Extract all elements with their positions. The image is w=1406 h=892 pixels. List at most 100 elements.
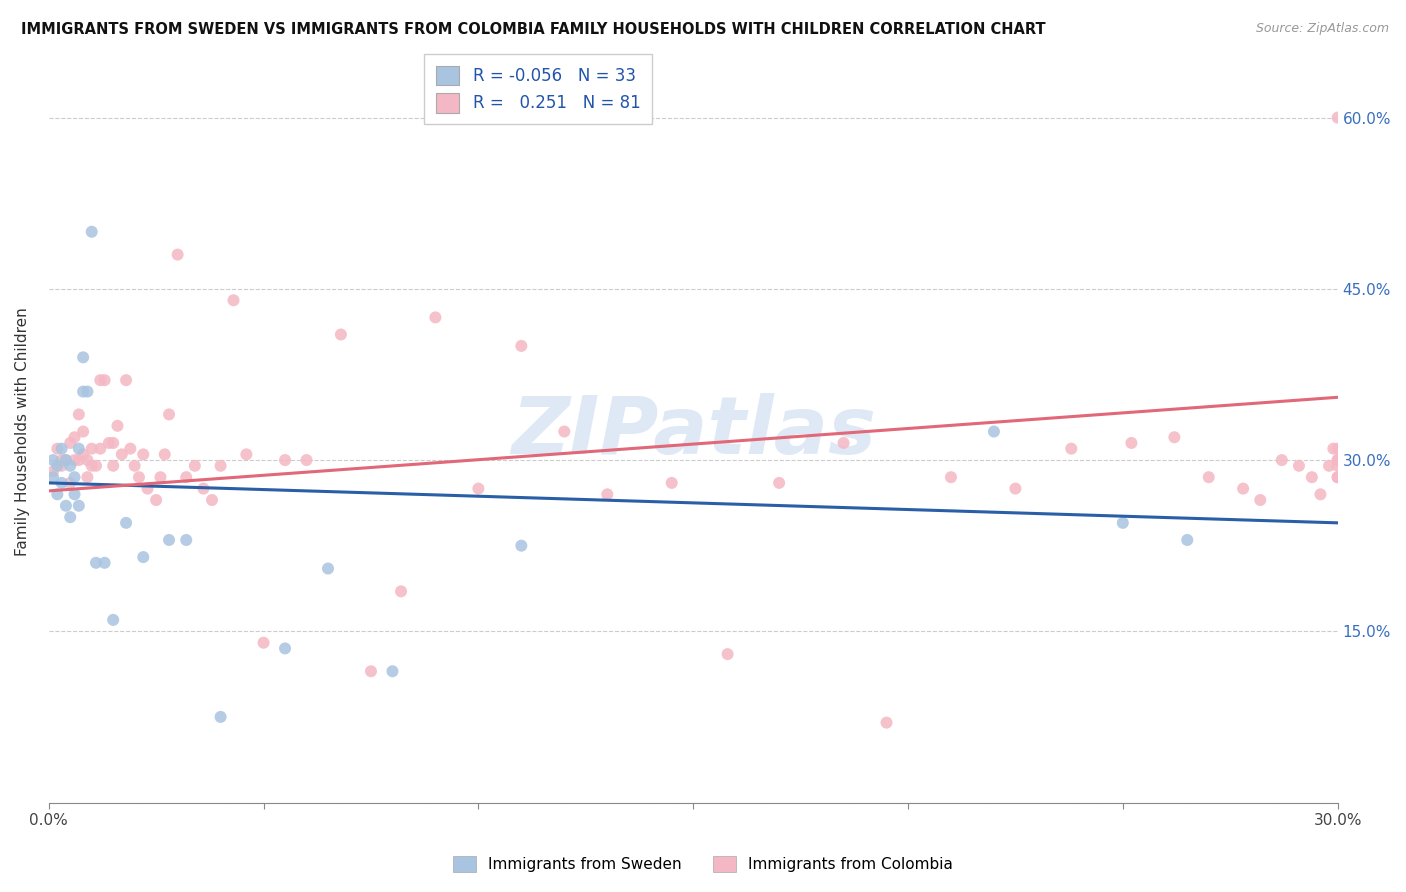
Point [59,458,82,473]
Point [76,453,98,467]
Point [93,373,115,387]
Point [103,613,125,627]
Point [59,475,82,490]
Point [1326,458,1348,473]
Point [1175,533,1198,547]
Point [51,453,73,467]
Point [316,561,339,575]
Point [67,453,90,467]
Point [111,447,134,461]
Point [201,493,224,508]
Point [1288,458,1310,473]
Point [389,584,412,599]
Point [1326,470,1348,484]
Point [510,339,533,353]
Point [63,487,86,501]
Point [72,384,94,399]
Point [166,247,188,261]
Point [1198,470,1220,484]
Point [132,550,155,565]
Point [1060,442,1083,456]
Point [63,430,86,444]
Point [80,442,103,456]
Point [46,442,69,456]
Point [145,493,167,508]
Legend: Immigrants from Sweden, Immigrants from Colombia: Immigrants from Sweden, Immigrants from … [446,848,960,880]
Point [76,470,98,484]
Point [983,425,1005,439]
Point [84,556,107,570]
Point [329,327,352,342]
Point [115,373,138,387]
Point [42,453,65,467]
Point [93,556,115,570]
Point [1112,516,1135,530]
Point [42,465,65,479]
Point [1326,453,1348,467]
Point [360,665,382,679]
Y-axis label: Family Households with Children: Family Households with Children [15,307,30,556]
Point [103,458,125,473]
Point [107,418,129,433]
Point [67,499,90,513]
Point [222,293,245,308]
Point [235,447,257,461]
Text: ZIPatlas: ZIPatlas [510,392,876,471]
Point [1326,470,1348,484]
Point [174,533,197,547]
Point [274,453,297,467]
Point [51,458,73,473]
Point [63,453,86,467]
Point [939,470,962,484]
Point [132,447,155,461]
Point [153,447,176,461]
Point [46,458,69,473]
Point [157,533,180,547]
Point [209,458,232,473]
Legend: R = -0.056   N = 33, R =   0.251   N = 81: R = -0.056 N = 33, R = 0.251 N = 81 [425,54,652,124]
Point [510,539,533,553]
Point [115,516,138,530]
Point [661,475,683,490]
Point [51,475,73,490]
Point [1317,458,1340,473]
Point [295,453,318,467]
Point [72,351,94,365]
Point [55,499,77,513]
Point [136,482,159,496]
Point [832,436,855,450]
Point [103,436,125,450]
Point [128,470,150,484]
Point [381,665,404,679]
Point [596,487,619,501]
Point [149,470,172,484]
Point [1271,453,1294,467]
Point [876,715,898,730]
Point [1301,470,1323,484]
Point [1326,453,1348,467]
Point [97,436,120,450]
Point [89,442,111,456]
Point [1309,487,1331,501]
Point [209,710,232,724]
Point [1121,436,1143,450]
Point [63,470,86,484]
Point [67,408,90,422]
Point [55,453,77,467]
Point [1326,442,1348,456]
Point [716,647,738,661]
Point [1004,482,1026,496]
Point [84,458,107,473]
Point [72,425,94,439]
Point [174,470,197,484]
Point [67,442,90,456]
Text: Source: ZipAtlas.com: Source: ZipAtlas.com [1256,22,1389,36]
Point [553,425,575,439]
Point [1232,482,1254,496]
Point [46,487,69,501]
Point [467,482,489,496]
Point [80,458,103,473]
Point [252,636,274,650]
Point [42,470,65,484]
Point [120,442,142,456]
